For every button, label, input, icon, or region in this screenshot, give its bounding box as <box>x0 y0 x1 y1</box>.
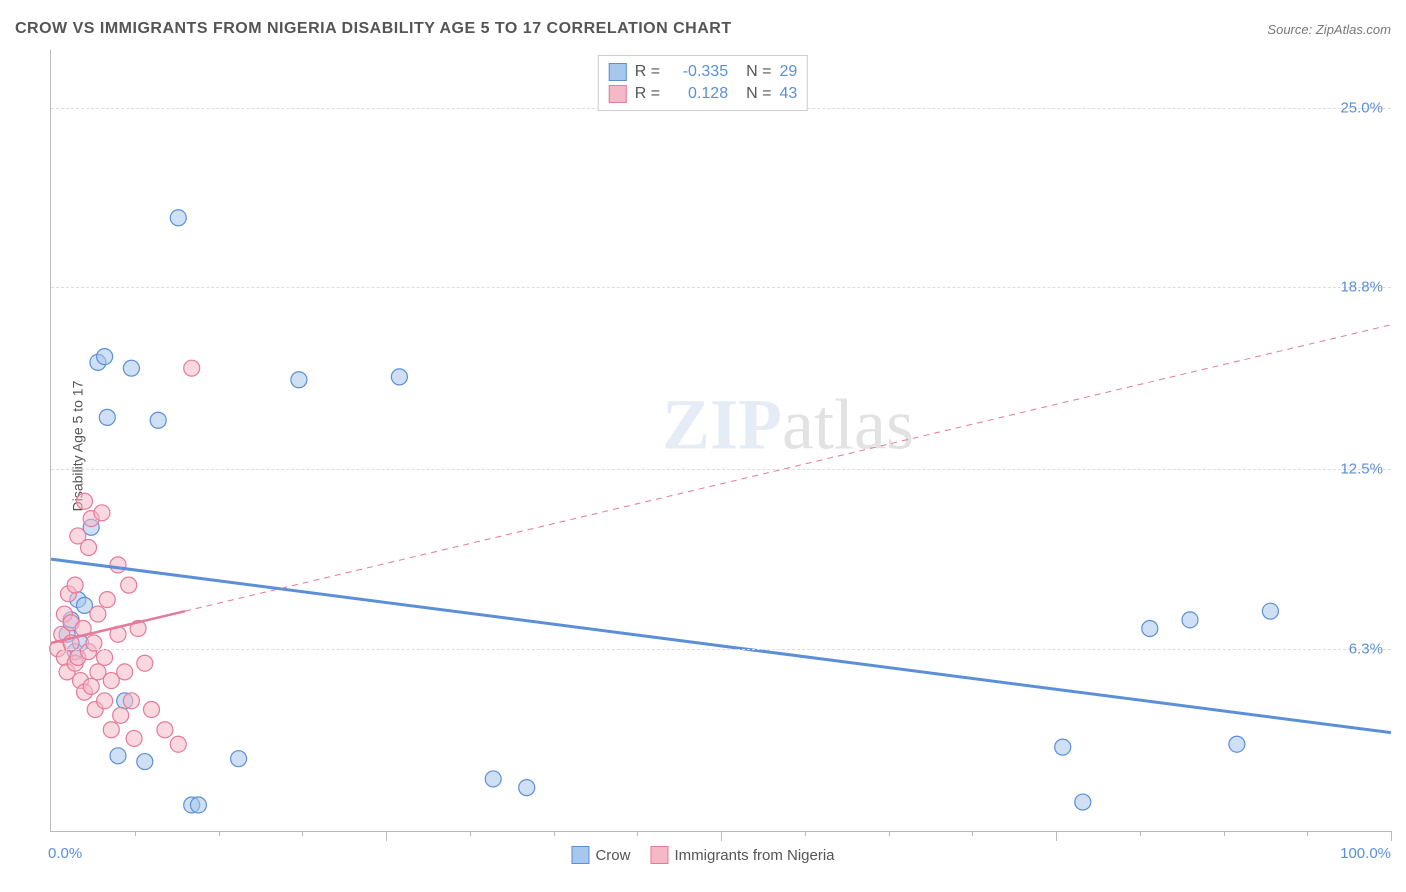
x-tick <box>1307 831 1308 836</box>
chart-header: CROW VS IMMIGRANTS FROM NIGERIA DISABILI… <box>15 20 1391 38</box>
data-point <box>190 797 206 813</box>
legend-swatch <box>609 85 627 103</box>
data-point <box>184 360 200 376</box>
legend-swatch <box>571 846 589 864</box>
data-point <box>99 409 115 425</box>
r-label: R = <box>635 85 660 103</box>
x-tick <box>721 831 722 841</box>
y-tick-label: 12.5% <box>1340 461 1383 478</box>
legend-swatch <box>650 846 668 864</box>
data-point <box>97 649 113 665</box>
data-point <box>113 707 129 723</box>
data-point <box>170 210 186 226</box>
data-point <box>1142 621 1158 637</box>
correlation-legend: R = -0.335 N = 29 R = 0.128 N = 43 <box>598 55 808 111</box>
gridline <box>51 469 1391 470</box>
x-tick <box>1224 831 1225 836</box>
r-value: 0.128 <box>668 85 728 103</box>
data-point <box>103 722 119 738</box>
r-value: -0.335 <box>668 63 728 81</box>
legend-row: R = 0.128 N = 43 <box>609 83 797 105</box>
series-legend: Crow Immigrants from Nigeria <box>571 846 834 864</box>
y-tick-label: 18.8% <box>1340 279 1383 296</box>
legend-item: Immigrants from Nigeria <box>650 846 834 864</box>
data-point <box>137 754 153 770</box>
x-tick <box>302 831 303 836</box>
data-point <box>77 493 93 509</box>
data-point <box>485 771 501 787</box>
x-tick <box>470 831 471 836</box>
x-axis-max-label: 100.0% <box>1340 845 1391 862</box>
x-tick <box>805 831 806 836</box>
scatter-plot-svg <box>51 50 1391 831</box>
legend-label: Immigrants from Nigeria <box>674 847 834 864</box>
chart-plot-area: ZIPatlas 6.3%12.5%18.8%25.0% <box>50 50 1391 832</box>
y-tick-label: 25.0% <box>1340 99 1383 116</box>
data-point <box>123 693 139 709</box>
source-label: Source: <box>1267 22 1312 37</box>
trend-line-dashed <box>185 325 1391 611</box>
data-point <box>126 730 142 746</box>
x-tick <box>1140 831 1141 836</box>
data-point <box>67 577 83 593</box>
data-point <box>144 702 160 718</box>
r-label: R = <box>635 63 660 81</box>
x-axis-min-label: 0.0% <box>48 845 82 862</box>
data-point <box>157 722 173 738</box>
data-point <box>97 349 113 365</box>
data-point <box>83 678 99 694</box>
x-tick <box>637 831 638 836</box>
data-point <box>121 577 137 593</box>
data-point <box>1262 603 1278 619</box>
n-label: N = <box>746 85 771 103</box>
source-value: ZipAtlas.com <box>1316 22 1391 37</box>
data-point <box>1229 736 1245 752</box>
trend-line <box>51 559 1391 733</box>
x-tick <box>135 831 136 836</box>
legend-label: Crow <box>595 847 630 864</box>
y-tick-label: 6.3% <box>1349 640 1383 657</box>
n-label: N = <box>746 63 771 81</box>
data-point <box>1182 612 1198 628</box>
data-point <box>150 412 166 428</box>
gridline <box>51 649 1391 650</box>
data-point <box>391 369 407 385</box>
x-tick <box>972 831 973 836</box>
gridline <box>51 287 1391 288</box>
chart-title: CROW VS IMMIGRANTS FROM NIGERIA DISABILI… <box>15 20 732 38</box>
x-tick <box>1056 831 1057 841</box>
data-point <box>170 736 186 752</box>
legend-item: Crow <box>571 846 630 864</box>
data-point <box>117 664 133 680</box>
source-attribution: Source: ZipAtlas.com <box>1267 22 1391 37</box>
x-tick <box>554 831 555 836</box>
data-point <box>94 505 110 521</box>
data-point <box>81 540 97 556</box>
data-point <box>123 360 139 376</box>
data-point <box>291 372 307 388</box>
x-tick <box>386 831 387 841</box>
data-point <box>90 606 106 622</box>
legend-row: R = -0.335 N = 29 <box>609 61 797 83</box>
data-point <box>231 751 247 767</box>
data-point <box>110 557 126 573</box>
data-point <box>137 655 153 671</box>
data-point <box>519 780 535 796</box>
data-point <box>110 748 126 764</box>
x-tick <box>1391 831 1392 841</box>
n-value: 29 <box>779 63 797 81</box>
x-tick <box>219 831 220 836</box>
x-tick <box>889 831 890 836</box>
legend-swatch <box>609 63 627 81</box>
data-point <box>1075 794 1091 810</box>
data-point <box>97 693 113 709</box>
data-point <box>1055 739 1071 755</box>
data-point <box>99 592 115 608</box>
n-value: 43 <box>779 85 797 103</box>
